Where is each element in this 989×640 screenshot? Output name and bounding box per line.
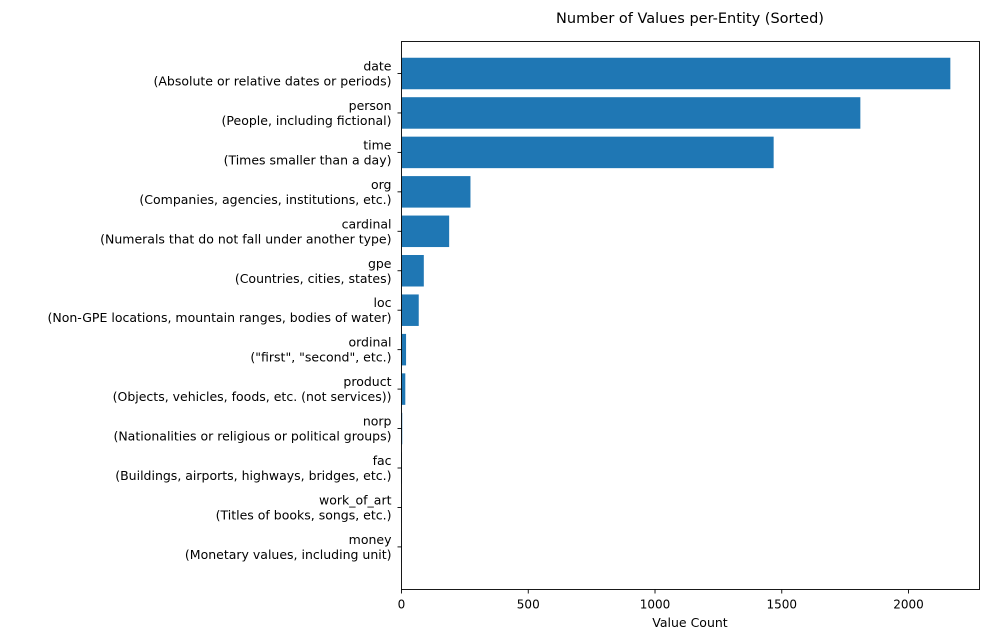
x-tick-label-1500: 1500	[766, 598, 797, 612]
plot-frame	[401, 41, 980, 590]
bar-org	[401, 176, 471, 208]
bar-person	[401, 97, 861, 129]
y-tick-description-person: (People, including fictional)	[222, 113, 392, 128]
x-axis: 0 500 1000 1500 2000	[398, 589, 924, 612]
bar-loc	[401, 294, 419, 326]
y-tick-label-product: product	[343, 374, 391, 389]
y-tick-label-person: person	[349, 98, 392, 113]
x-tick-label-1000: 1000	[640, 598, 671, 612]
bar-time	[401, 136, 774, 169]
y-tick-label-org: org	[371, 177, 392, 192]
y-tick-description-gpe: (Countries, cities, states)	[235, 271, 392, 286]
y-tick-label-fac: fac	[373, 453, 392, 468]
y-axis: date(Absolute or relative dates or perio…	[47, 59, 402, 562]
y-tick-label-norp: norp	[363, 414, 392, 429]
y-tick-description-loc: (Non-GPE locations, mountain ranges, bod…	[47, 310, 391, 325]
x-tick-label-500: 500	[517, 598, 540, 612]
y-tick-description-ordinal: ("first", "second", etc.)	[250, 350, 391, 365]
bar-product	[401, 373, 406, 405]
y-tick-label-money: money	[349, 532, 392, 547]
y-tick-description-work_of_art: (Titles of books, songs, etc.)	[216, 507, 392, 522]
x-tick-label-2000: 2000	[893, 598, 924, 612]
y-tick-description-money: (Monetary values, including unit)	[185, 547, 392, 562]
bar-cardinal	[401, 215, 450, 248]
y-tick-description-cardinal: (Numerals that do not fall under another…	[100, 231, 391, 246]
bar-gpe	[401, 255, 424, 287]
y-tick-description-fac: (Buildings, airports, highways, bridges,…	[115, 468, 391, 483]
y-tick-label-loc: loc	[374, 295, 392, 310]
x-tick-label-0: 0	[398, 598, 406, 612]
y-tick-description-time: (Times smaller than a day)	[224, 152, 392, 167]
y-tick-label-time: time	[363, 137, 392, 152]
y-tick-label-gpe: gpe	[368, 256, 392, 271]
y-tick-label-cardinal: cardinal	[342, 216, 392, 231]
chart-title: Number of Values per-Entity (Sorted)	[556, 11, 824, 27]
x-axis-label: Value Count	[652, 615, 728, 630]
y-tick-description-date: (Absolute or relative dates or periods)	[153, 74, 391, 89]
y-tick-label-work_of_art: work_of_art	[319, 492, 392, 507]
y-tick-description-product: (Objects, vehicles, foods, etc. (not ser…	[113, 389, 392, 404]
y-tick-label-ordinal: ordinal	[348, 335, 391, 350]
bars-group	[401, 57, 951, 563]
bar-ordinal	[401, 333, 407, 366]
y-tick-description-norp: (Nationalities or religious or political…	[113, 429, 391, 444]
bar-date	[401, 57, 951, 90]
y-tick-label-date: date	[363, 59, 391, 74]
y-tick-description-org: (Companies, agencies, institutions, etc.…	[139, 192, 391, 207]
